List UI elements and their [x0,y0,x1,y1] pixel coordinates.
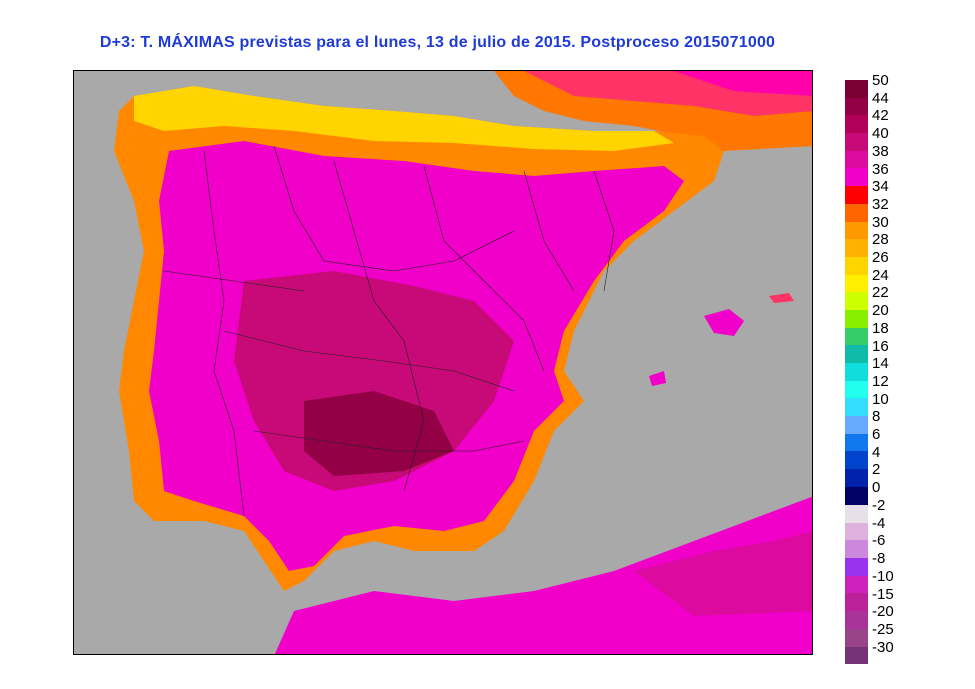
legend-label: 24 [872,266,889,284]
legend-swatch [845,522,868,541]
province-borders [163,145,615,517]
legend-label: 2 [872,461,881,479]
legend-label: 42 [872,107,889,125]
legend-swatch [845,363,868,381]
legend-label: 50 [872,72,889,89]
legend-label: 0 [872,479,881,497]
legend-label: 34 [872,178,889,196]
legend-swatch [845,256,868,275]
forecast-map [73,70,813,655]
legend-swatch [845,186,868,204]
legend-label: 26 [872,249,889,266]
northern-coast [134,86,674,151]
menorca [769,293,794,303]
legend-label: 16 [872,337,889,355]
legend-swatch [845,115,868,134]
legend-swatch [845,97,868,116]
map-canvas [74,71,812,654]
legend-swatch [845,327,868,346]
legend-swatch [845,168,868,187]
legend-swatch [845,398,868,417]
legend-swatch [845,239,868,257]
legend-swatch [845,575,868,594]
legend-swatch [845,380,868,399]
legend-label: -2 [872,497,886,514]
atlas-area [634,531,812,616]
legend-label: 18 [872,319,889,337]
legend-swatch [845,345,868,363]
legend-swatch [845,469,868,487]
legend-label: 12 [872,372,889,390]
map-title: D+3: T. MÁXIMAS previstas para el lunes,… [99,34,776,51]
legend-swatch [845,593,868,612]
legend-label: 6 [872,426,881,443]
legend-label: 22 [872,284,889,302]
africa-region [274,496,812,654]
legend-swatch [845,309,868,328]
legend-swatch [845,558,868,576]
legend-label: -8 [872,550,886,568]
ibiza [649,371,666,386]
legend-label: 20 [872,302,889,320]
legend-negative [845,505,868,665]
mallorca [704,309,744,336]
legend-label: 14 [872,355,889,373]
legend-label: 36 [872,160,889,178]
legend-label: 38 [872,142,889,160]
legend-label: -20 [872,603,894,621]
guadalquivir-max [304,391,454,476]
legend-label: 8 [872,408,881,426]
legend-label: -4 [872,514,886,532]
legend-label: 28 [872,231,889,249]
legend-label: 4 [872,443,881,461]
legend-swatch [845,646,868,665]
legend-swatch [845,80,868,98]
legend-label: 44 [872,89,889,107]
legend-label: 40 [872,125,889,143]
legend-positive [845,80,868,505]
legend-label: 10 [872,390,889,408]
france-hot [674,71,812,96]
legend-label: 30 [872,213,889,231]
legend-label: -6 [872,532,886,550]
legend-label: -30 [872,638,894,656]
legend-label: -10 [872,567,894,585]
legend-swatch [845,451,868,470]
legend-swatch [845,150,868,169]
legend-swatch [845,505,868,523]
legend-swatch [845,221,868,240]
legend-swatch [845,203,868,222]
legend-label: -15 [872,585,894,603]
legend-swatch [845,274,868,293]
legend-swatch [845,628,868,647]
legend-swatch [845,416,868,434]
legend-label: 32 [872,195,889,213]
legend-swatch [845,611,868,629]
legend-swatch [845,433,868,452]
legend-swatch [845,133,868,151]
legend-swatch [845,292,868,310]
legend-swatch [845,486,868,505]
legend-label: -25 [872,620,894,638]
legend-swatch [845,540,868,559]
